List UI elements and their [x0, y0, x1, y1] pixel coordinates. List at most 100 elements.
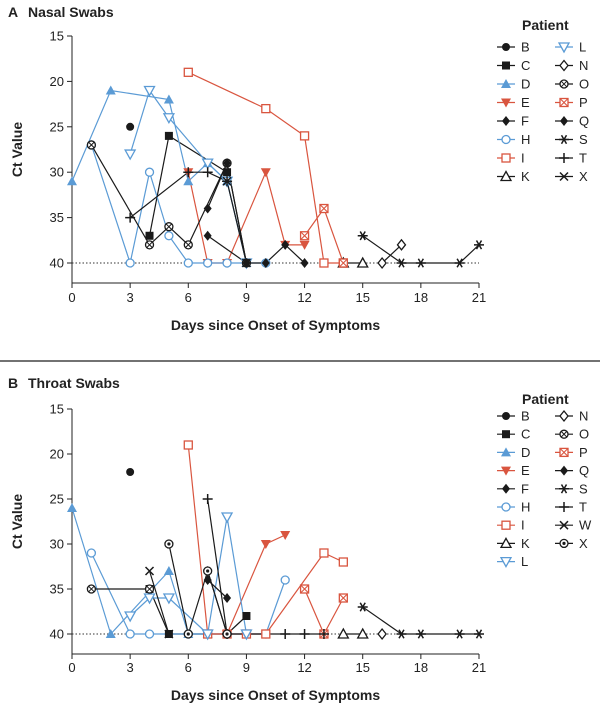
data-point-q: [281, 239, 290, 250]
legend-item-i: I: [497, 151, 525, 166]
data-point-s: [454, 629, 465, 639]
x-axis-title: Days since Onset of Symptoms: [171, 317, 381, 333]
series-line-i: [188, 71, 344, 264]
legend-marker: [501, 520, 511, 530]
data-point-s: [396, 258, 407, 268]
data-point-e: [299, 240, 310, 250]
data-point-x: [241, 258, 251, 268]
data-point-i: [338, 557, 348, 567]
legend-marker: [501, 502, 511, 512]
data-point-s: [415, 629, 426, 639]
series-line-f: [207, 235, 247, 264]
legend-item-w: W: [555, 518, 592, 533]
y-tick-label: 20: [50, 447, 64, 462]
data-point-o: [164, 222, 174, 232]
data-point-h: [144, 629, 155, 639]
data-point-d: [105, 85, 116, 95]
legend-label: F: [521, 114, 529, 129]
legend-item-q: Q: [555, 463, 589, 478]
legend-item-k: K: [497, 536, 530, 551]
data-point-i: [319, 548, 329, 558]
legend-marker: [557, 42, 571, 54]
legend-label: E: [521, 463, 530, 478]
data-point-d: [163, 94, 174, 104]
legend-marker: [559, 429, 569, 439]
data-point-x: [222, 629, 232, 639]
data-point-q: [300, 258, 309, 268]
y-tick-label: 25: [50, 119, 64, 134]
legend-marker: [559, 153, 569, 163]
legend-marker: [559, 79, 569, 89]
x-tick-label: 15: [355, 290, 369, 305]
data-point-i: [299, 131, 310, 141]
legend-label: I: [521, 151, 525, 166]
data-point-d: [67, 503, 77, 512]
data-point-o: [144, 584, 155, 594]
legend-title: Patient: [522, 17, 569, 33]
data-point-t: [318, 629, 329, 639]
legend-item-k: K: [497, 169, 530, 184]
legend-marker: [560, 465, 568, 476]
data-point-n: [396, 238, 407, 251]
legend-item-o: O: [555, 427, 589, 442]
legend-marker: [559, 520, 569, 530]
data-point-e: [260, 540, 271, 549]
x-tick-label: 0: [68, 660, 75, 675]
x-tick-label: 3: [127, 290, 134, 305]
data-point-q: [223, 593, 232, 603]
panel-title: Throat Swabs: [28, 375, 120, 391]
series-line-p: [304, 588, 344, 636]
data-point-e: [260, 168, 271, 178]
legend-label: D: [521, 77, 530, 92]
series-line-c: [148, 134, 228, 236]
data-point-h: [86, 548, 97, 558]
legend-marker: [502, 43, 510, 51]
data-point-c: [164, 131, 173, 140]
legend-marker: [560, 116, 568, 126]
legend-label: F: [521, 481, 529, 496]
y-tick-label: 40: [50, 256, 64, 271]
x-tick-label: 0: [68, 290, 75, 305]
data-point-h: [125, 258, 135, 268]
data-point-c: [145, 231, 154, 240]
y-tick-label: 25: [50, 492, 64, 507]
y-tick-label: 40: [50, 627, 64, 642]
y-tick-label: 15: [50, 402, 64, 417]
data-point-l: [201, 158, 214, 170]
y-tick-label: 15: [50, 29, 64, 44]
data-point-p: [338, 593, 348, 603]
legend-item-d: D: [497, 445, 530, 460]
series-line-p: [304, 207, 344, 264]
data-point-q: [223, 158, 232, 169]
data-point-t: [202, 494, 213, 504]
data-point-l: [220, 512, 234, 524]
legend-item-c: C: [497, 58, 530, 73]
legend-marker: [502, 483, 510, 494]
data-point-p: [338, 258, 348, 268]
legend-item-x: X: [555, 536, 588, 551]
legend-label: Q: [579, 463, 589, 478]
data-point-d: [105, 629, 116, 638]
data-point-q: [203, 575, 212, 585]
series-line-q: [207, 579, 228, 599]
legend-item-h: H: [497, 132, 530, 147]
legend-item-c: C: [497, 427, 530, 442]
legend-item-f: F: [497, 114, 529, 129]
data-point-c: [242, 612, 251, 620]
legend-marker: [559, 97, 569, 108]
legend-marker: [501, 79, 511, 88]
data-point-l: [143, 85, 156, 97]
legend-marker: [499, 537, 513, 549]
legend-marker: [559, 59, 569, 72]
data-point-l: [162, 593, 176, 605]
legend-marker: [559, 538, 569, 549]
legend-label: N: [579, 58, 588, 73]
legend-marker: [501, 153, 511, 163]
x-tick-label: 3: [127, 660, 134, 675]
legend-item-p: P: [555, 95, 588, 110]
data-point-o: [86, 140, 97, 150]
data-point-h: [125, 629, 135, 639]
legend-item-h: H: [497, 500, 530, 515]
